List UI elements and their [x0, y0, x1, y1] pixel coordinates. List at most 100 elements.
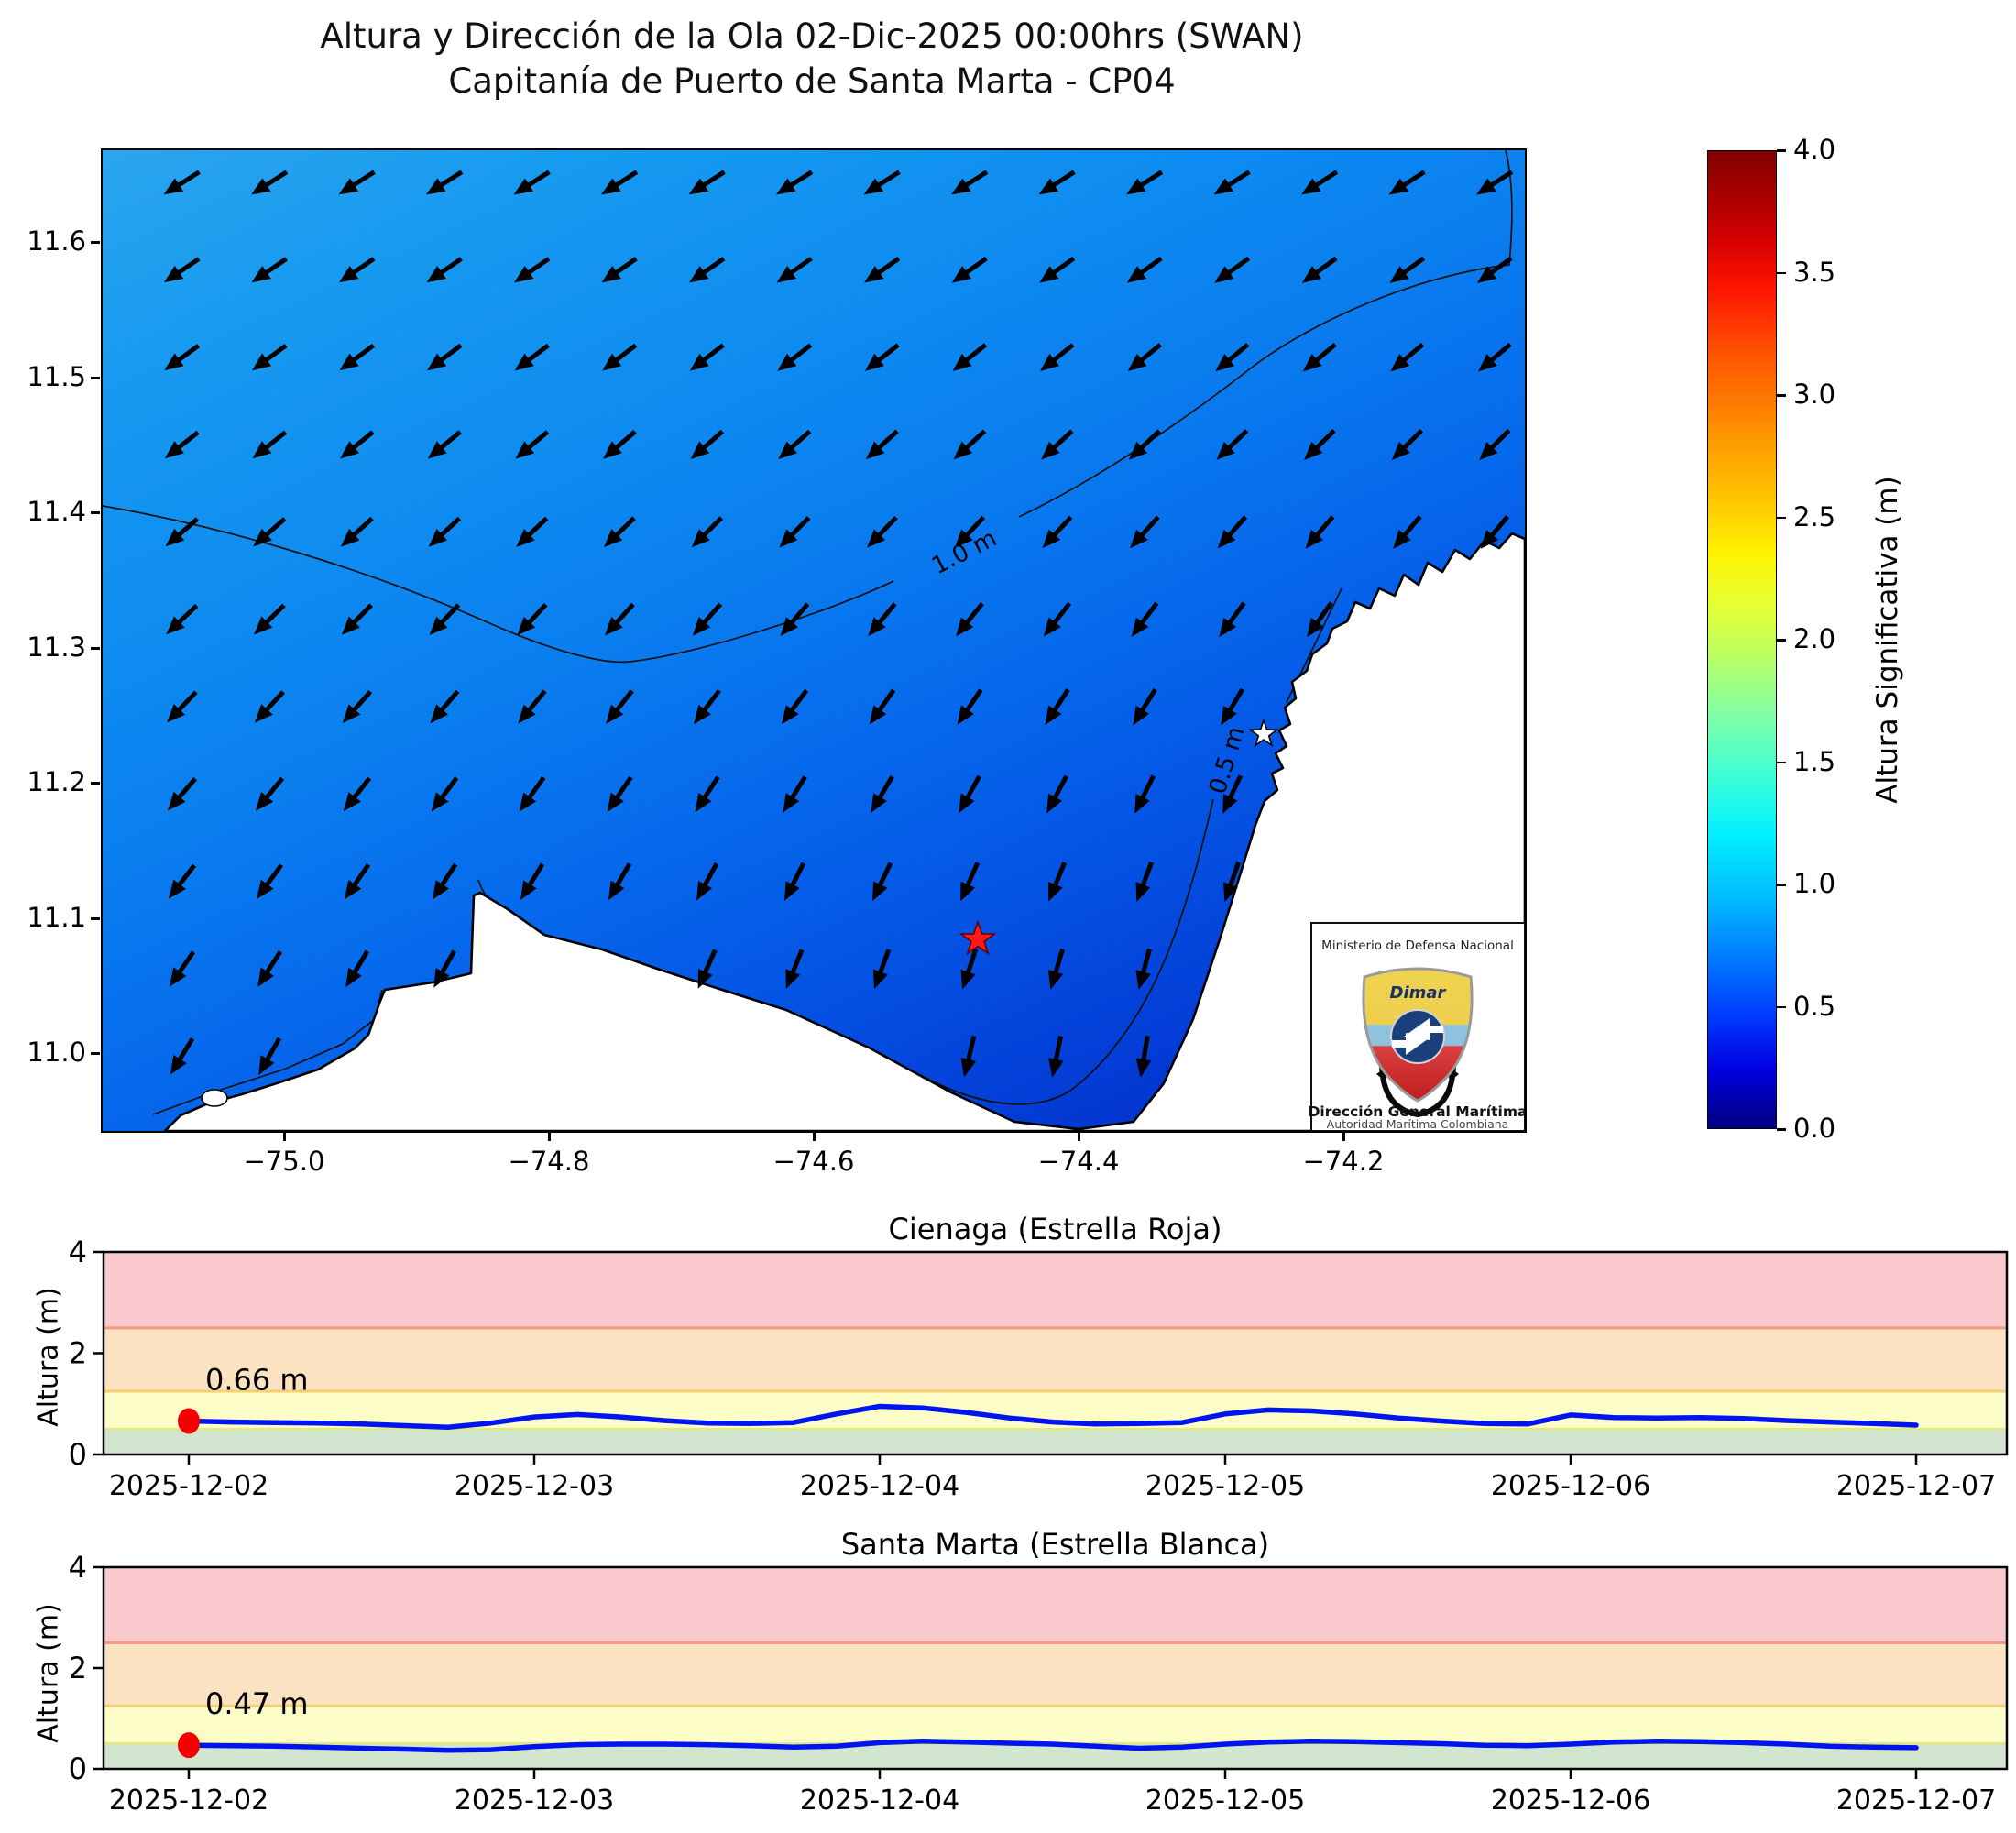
marker-cienaga-red-star — [959, 919, 997, 956]
wave-arrow — [1391, 428, 1424, 461]
plot-x-tick-label: 2025-12-05 — [1145, 1470, 1305, 1502]
wave-arrow — [433, 949, 456, 988]
colorbar-tick-label: 2.5 — [1793, 500, 1836, 532]
wave-arrow — [690, 429, 724, 460]
plot-y-tick-label: 4 — [69, 1235, 87, 1269]
colorbar-tickmark — [1777, 394, 1786, 397]
plot-x-tick-label: 2025-12-06 — [1491, 1470, 1650, 1502]
wave-arrow — [428, 516, 462, 547]
first-point-annotation: 0.66 m — [205, 1363, 309, 1398]
wave-arrow — [1126, 170, 1164, 195]
wave-arrow — [1043, 601, 1072, 637]
wave-arrow — [426, 170, 464, 195]
wave-arrow — [163, 257, 201, 283]
band-orange — [104, 1642, 2007, 1707]
wave-arrow — [783, 775, 807, 813]
wave-arrow — [695, 775, 720, 813]
colorbar-tick-label: 1.5 — [1793, 745, 1836, 777]
wave-arrow — [170, 1037, 195, 1075]
map-y-tick-label: 11.0 — [27, 1037, 86, 1068]
map-y-tick-label: 11.2 — [27, 766, 86, 797]
wave-arrow — [1219, 601, 1246, 638]
wave-arrow — [167, 777, 197, 811]
wave-arrow — [258, 1037, 281, 1076]
wave-arrow — [1304, 429, 1336, 460]
wave-arrow — [514, 257, 551, 283]
wave-arrow — [779, 516, 811, 548]
wave-arrow — [431, 776, 459, 812]
plot-y-tick-label: 0 — [69, 1437, 87, 1472]
logo-org-text: Dirección General Marítima — [1309, 1103, 1525, 1120]
title-line1: Altura y Dirección de la Ola 02-Dic-2025… — [320, 16, 1304, 56]
map-y-tick-label: 11.1 — [27, 902, 86, 933]
wave-arrow — [1301, 256, 1338, 283]
plot-y-tick-label: 2 — [69, 1651, 87, 1685]
wave-arrow — [1040, 343, 1075, 372]
wave-arrow — [519, 775, 546, 812]
map-x-tick-label: −75.0 — [243, 1146, 325, 1177]
map-x-tickmark — [1078, 1132, 1080, 1141]
wave-arrow — [957, 688, 983, 725]
colorbar-tick-label: 3.0 — [1793, 379, 1836, 410]
wave-arrow — [167, 690, 198, 723]
wave-arrow — [1213, 170, 1251, 195]
wave-arrow — [696, 862, 719, 901]
wave-arrow — [602, 343, 638, 371]
wave-arrow — [338, 257, 376, 283]
colorbar-tickmark — [1777, 149, 1786, 152]
plot-title: Santa Marta (Estrella Blanca) — [841, 1527, 1269, 1562]
wave-arrow — [254, 603, 286, 635]
wave-arrow — [692, 602, 723, 636]
plot-x-tick-label: 2025-12-07 — [1836, 1784, 1996, 1817]
wave-arrow — [1215, 343, 1250, 372]
logo-ministry-text: Ministerio de Defensa Nacional — [1321, 938, 1514, 953]
map-x-tick-label: −74.2 — [1302, 1146, 1385, 1177]
map-y-tickmark — [91, 917, 100, 920]
wave-arrow — [960, 949, 979, 990]
small-island — [201, 1089, 228, 1107]
wave-arrow — [338, 170, 376, 195]
wave-arrow — [864, 343, 900, 371]
marker-santa-marta-white-star — [1248, 718, 1279, 748]
map-y-tickmark — [91, 782, 100, 785]
wave-arrow — [603, 516, 636, 548]
wave-arrow — [872, 862, 893, 902]
wave-arrow — [427, 343, 463, 371]
wave-arrow — [1133, 687, 1157, 726]
wave-arrow — [869, 688, 896, 725]
wave-arrow — [953, 429, 987, 460]
wave-arrow — [1045, 688, 1070, 726]
wave-arrow — [1214, 256, 1251, 283]
wave-arrow — [518, 689, 547, 724]
wave-arrow — [514, 343, 550, 371]
wave-height-series — [186, 1739, 1919, 1753]
colorbar-tickmark — [1777, 884, 1786, 886]
plot-y-tick-label: 4 — [69, 1550, 87, 1585]
wave-arrow — [607, 775, 633, 813]
wave-arrow — [1039, 256, 1076, 283]
wave-arrow — [1222, 774, 1244, 814]
wave-arrow — [520, 862, 545, 900]
colorbar-tickmark — [1777, 516, 1786, 519]
wave-arrow — [345, 949, 369, 988]
wave-map-canvas: 1.0 m 0.5 m Ministerio de Defensa Nacion… — [103, 150, 1525, 1131]
wave-arrow — [255, 776, 285, 811]
wave-arrow — [1048, 1035, 1064, 1078]
wave-arrow — [164, 344, 201, 371]
wave-arrow — [1301, 170, 1339, 195]
wave-arrow — [865, 429, 899, 460]
map-y-tickmark — [91, 647, 100, 650]
wave-arrow — [343, 776, 372, 812]
wave-arrow — [516, 516, 549, 547]
wave-arrow — [1305, 515, 1335, 549]
anchor-icon — [1379, 1066, 1456, 1118]
first-point-dot — [178, 1408, 200, 1434]
map-y-tickmark — [91, 241, 100, 244]
colorbar-tick-label: 4.0 — [1793, 134, 1836, 165]
wave-arrow — [691, 516, 724, 548]
plot-x-tick-label: 2025-12-04 — [800, 1784, 959, 1817]
wave-arrow — [689, 257, 726, 283]
band-green — [104, 1429, 2007, 1454]
